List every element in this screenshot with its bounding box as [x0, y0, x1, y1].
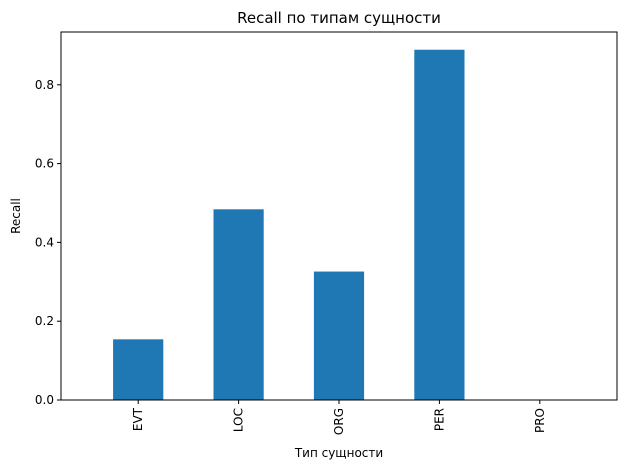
y-tick-label: 0.4 [35, 235, 54, 249]
bars-layer [113, 49, 465, 400]
x-tick-label-pro: PRO [533, 408, 547, 433]
y-axis: 0.0 0.2 0.4 0.6 0.8 [35, 78, 61, 407]
x-tick-label-org: ORG [332, 408, 346, 435]
x-axis: EVT LOC ORG PER PRO [131, 400, 547, 435]
y-tick-label: 0.6 [35, 157, 54, 171]
y-tick-label: 0.0 [35, 393, 54, 407]
y-axis-label: Recall [9, 198, 23, 234]
bar-per [414, 49, 465, 400]
chart-title: Recall по типам сущности [237, 9, 441, 27]
y-tick-label: 0.2 [35, 314, 54, 328]
x-tick-label-loc: LOC [232, 408, 246, 432]
x-axis-label: Тип сущности [294, 446, 383, 460]
y-tick-label: 0.8 [35, 78, 54, 92]
bar-loc [213, 209, 264, 400]
bar-evt [113, 339, 164, 400]
x-tick-label-evt: EVT [131, 407, 145, 431]
plot-frame [60, 31, 618, 401]
bar-org [313, 271, 365, 400]
x-tick-label-per: PER [432, 408, 446, 431]
